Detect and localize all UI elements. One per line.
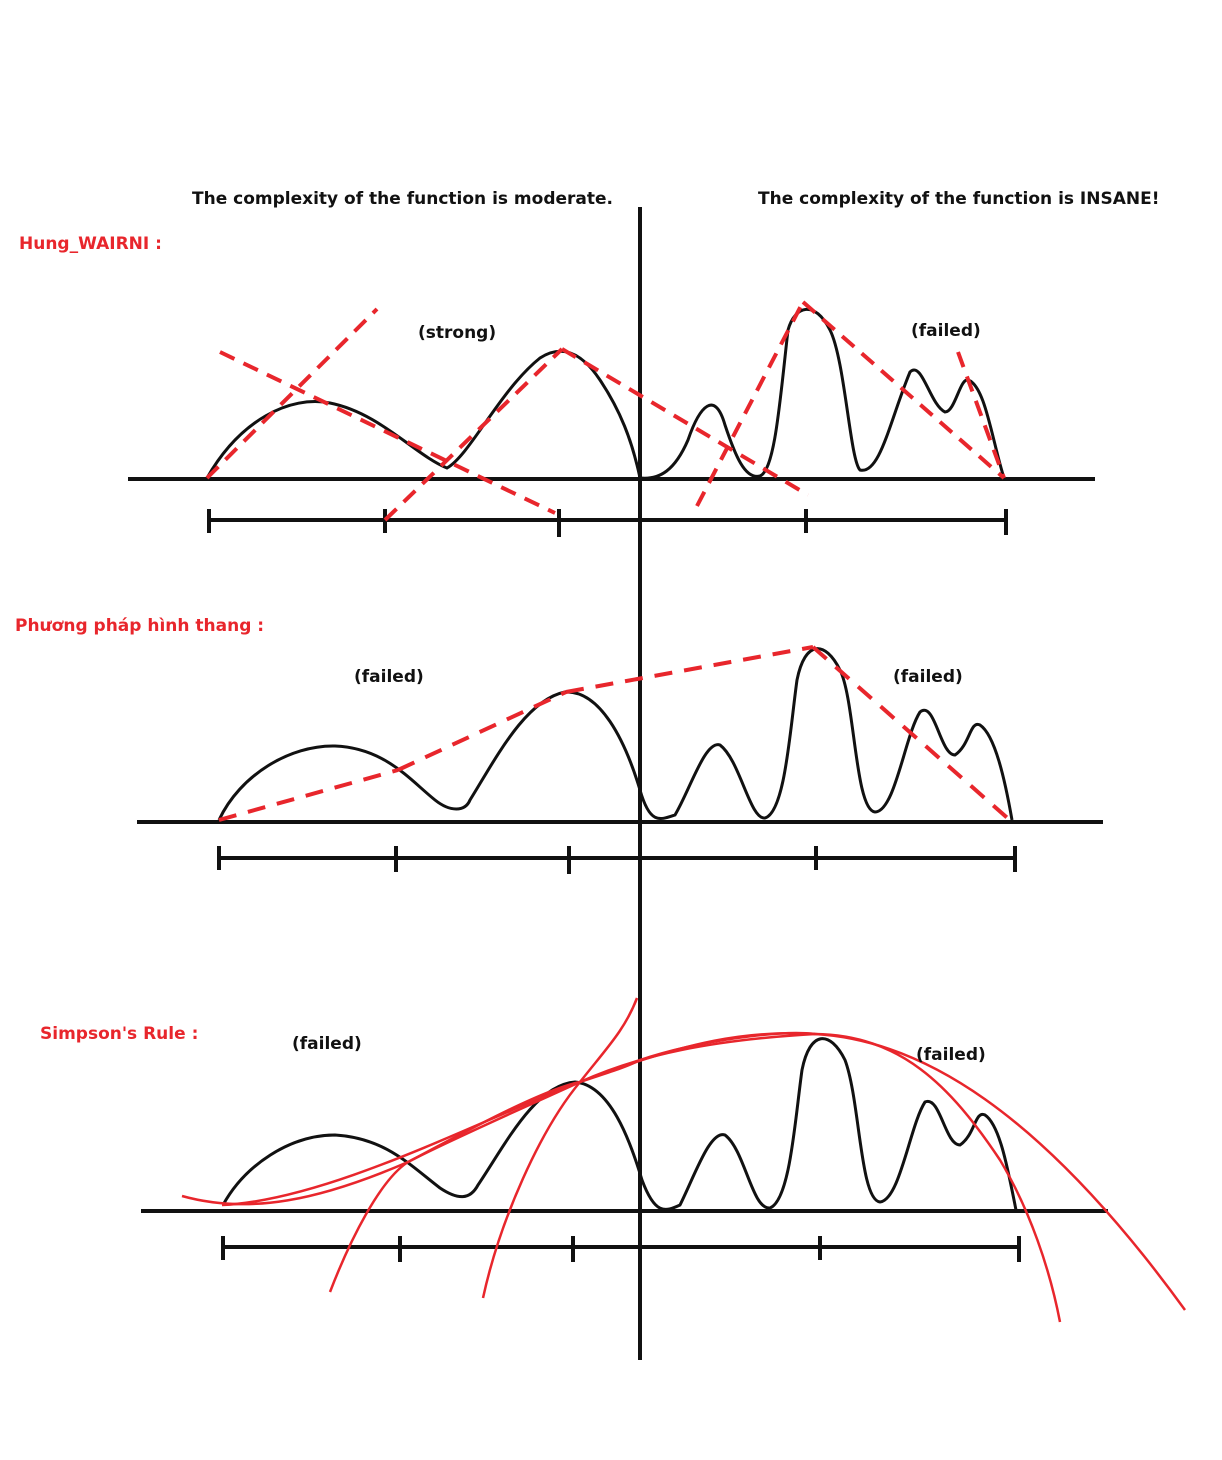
panel-trapezoid xyxy=(137,645,1103,874)
approximation-parabolas xyxy=(181,997,1187,1323)
approximation-lines xyxy=(205,300,1006,522)
function-curve xyxy=(217,647,1014,821)
method-label-hung-wairni: Hung_WAIRNI : xyxy=(19,234,162,254)
verdict-trapezoid-left: (failed) xyxy=(354,667,424,687)
method-label-trapezoid: Phương pháp hình thang : xyxy=(15,616,265,636)
verdict-simpson-right: (failed) xyxy=(916,1045,986,1065)
panel-simpson xyxy=(141,997,1187,1323)
panel-hung-wairni xyxy=(128,300,1095,537)
header-insane: The complexity of the function is INSANE… xyxy=(758,189,1160,209)
interval-ruler xyxy=(217,846,1017,874)
approximation-lines xyxy=(218,645,1014,824)
function-curve xyxy=(205,307,1006,480)
interval-ruler xyxy=(207,509,1008,537)
header-moderate: The complexity of the function is modera… xyxy=(192,189,613,209)
verdict-trapezoid-right: (failed) xyxy=(893,667,963,687)
method-label-simpson: Simpson's Rule : xyxy=(40,1024,199,1044)
verdict-hung-left: (strong) xyxy=(418,323,497,343)
function-curve xyxy=(221,1037,1018,1211)
verdict-hung-right: (failed) xyxy=(911,321,981,341)
interval-ruler xyxy=(221,1236,1021,1262)
verdict-simpson-left: (failed) xyxy=(292,1034,362,1054)
